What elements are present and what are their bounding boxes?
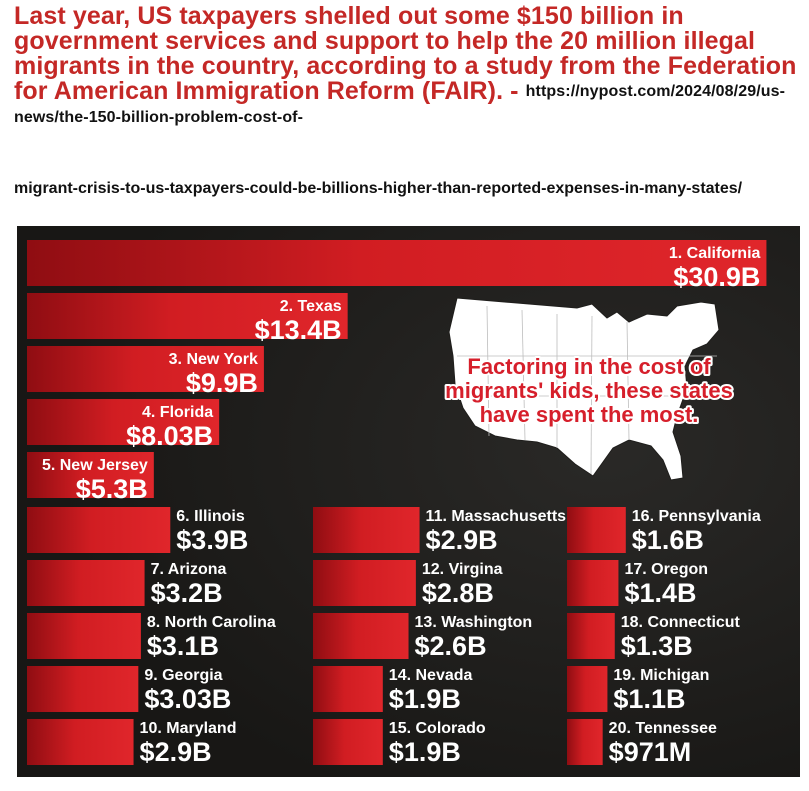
data-label: $3.1B [147,631,219,661]
chart-panel: 1. California $30.9B 2. Texas $13.4B 3. New … [17,226,800,777]
data-label: $2.9B [140,737,212,767]
data-label: $1.1B [613,684,685,714]
bar-group: 1. California$30.9B [27,240,767,292]
bar [27,346,264,392]
bar [313,719,383,765]
data-label: $9.9B [186,368,258,398]
bar [567,719,603,765]
data-label: $30.9B [673,262,760,292]
annotation-line: Factoring in the cost of [467,354,711,379]
bar-group: 5. New Jersey$5.3B [27,452,154,504]
bar-label: 13. Washington [415,614,533,631]
data-label: $1.6B [632,525,704,555]
annotation-line: have spent the most. [480,402,699,427]
bar-chart: 1. California$30.9B2. Texas$13.4B3. New … [17,226,800,777]
data-label: $2.6B [415,631,487,661]
data-label: $1.4B [624,578,696,608]
bar-group: 8. North Carolina$3.1B [27,613,276,661]
bar-group: 14. Nevada$1.9B [313,666,473,714]
bar-group: 12. Virgina$2.8B [313,560,503,608]
us-map-icon [448,297,720,481]
bar [27,240,767,286]
bar [567,507,626,553]
bar [313,507,420,553]
bar [313,666,383,712]
bar [27,719,134,765]
bar-group: 10. Maryland$2.9B [27,719,236,767]
data-label: $3.03B [144,684,231,714]
bar-group: 18. Connecticut$1.3B [567,613,741,661]
bar-label: 10. Maryland [140,720,237,737]
bar [27,293,348,339]
bar-label: 16. Pennsylvania [632,508,761,525]
bar-label: 4. Florida [142,404,213,421]
bar [27,507,171,553]
bar [27,613,141,659]
bar-label: 18. Connecticut [621,614,741,631]
bar-label: 5. New Jersey [42,457,148,474]
bar-group: 20. Tennessee$971M [567,719,717,767]
data-label: $1.9B [389,737,461,767]
bar-label: 15. Colorado [389,720,486,737]
bar-group: 9. Georgia$3.03B [27,666,231,714]
bar [27,399,220,445]
source-link-continued[interactable]: migrant-crisis-to-us-taxpayers-could-be-… [14,180,743,197]
bar-group: 3. New York$9.9B [27,346,264,398]
bar [567,560,619,606]
annotation-line: migrants' kids, these states [445,378,733,403]
data-label: $2.9B [426,525,498,555]
bar-group: 11. Massachusetts$2.9B [313,507,566,555]
bar-group: 19. Michigan$1.1B [567,666,709,714]
headline: Last year, US taxpayers shelled out some… [14,4,804,131]
bar-label: 8. North Carolina [147,614,276,631]
bar-label: 1. California [669,245,761,262]
bar-label: 9. Georgia [144,667,222,684]
bar [567,613,615,659]
data-label: $3.9B [176,525,248,555]
data-label: $5.3B [76,474,148,504]
bar-group: 6. Illinois$3.9B [27,507,248,555]
bar [27,452,154,498]
bar-group: 17. Oregon$1.4B [567,560,708,608]
bar-group: 7. Arizona$3.2B [27,560,227,608]
bar-label: 19. Michigan [613,667,709,684]
data-label: $2.8B [422,578,494,608]
data-label: $8.03B [126,421,213,451]
bar-label: 17. Oregon [624,561,708,578]
bar-label: 6. Illinois [176,508,245,525]
bar-label: 12. Virgina [422,561,503,578]
data-label: $3.2B [151,578,223,608]
bar-label: 2. Texas [280,298,342,315]
bar-label: 11. Massachusetts [426,508,567,525]
headline-text: Last year, US taxpayers shelled out some… [14,2,797,105]
bar-group: 16. Pennsylvania$1.6B [567,507,761,555]
bar [567,666,608,712]
bar [27,560,145,606]
bar-label: 3. New York [169,351,258,368]
data-label: $13.4B [255,315,342,345]
data-label: $1.3B [621,631,693,661]
bar [313,560,416,606]
bar-group: 2. Texas$13.4B [27,293,348,345]
bar-group: 13. Washington$2.6B [313,613,532,661]
bar [313,613,409,659]
bar-group: 4. Florida$8.03B [27,399,220,451]
data-label: $971M [609,737,692,767]
bar [27,666,139,712]
bar-group: 15. Colorado$1.9B [313,719,486,767]
source-link[interactable]: https://nypost.com/2024/08/29/us-news/th… [14,83,786,126]
data-label: $1.9B [389,684,461,714]
bar-label: 7. Arizona [151,561,227,578]
bar-label: 20. Tennessee [609,720,717,737]
bar-label: 14. Nevada [389,667,473,684]
